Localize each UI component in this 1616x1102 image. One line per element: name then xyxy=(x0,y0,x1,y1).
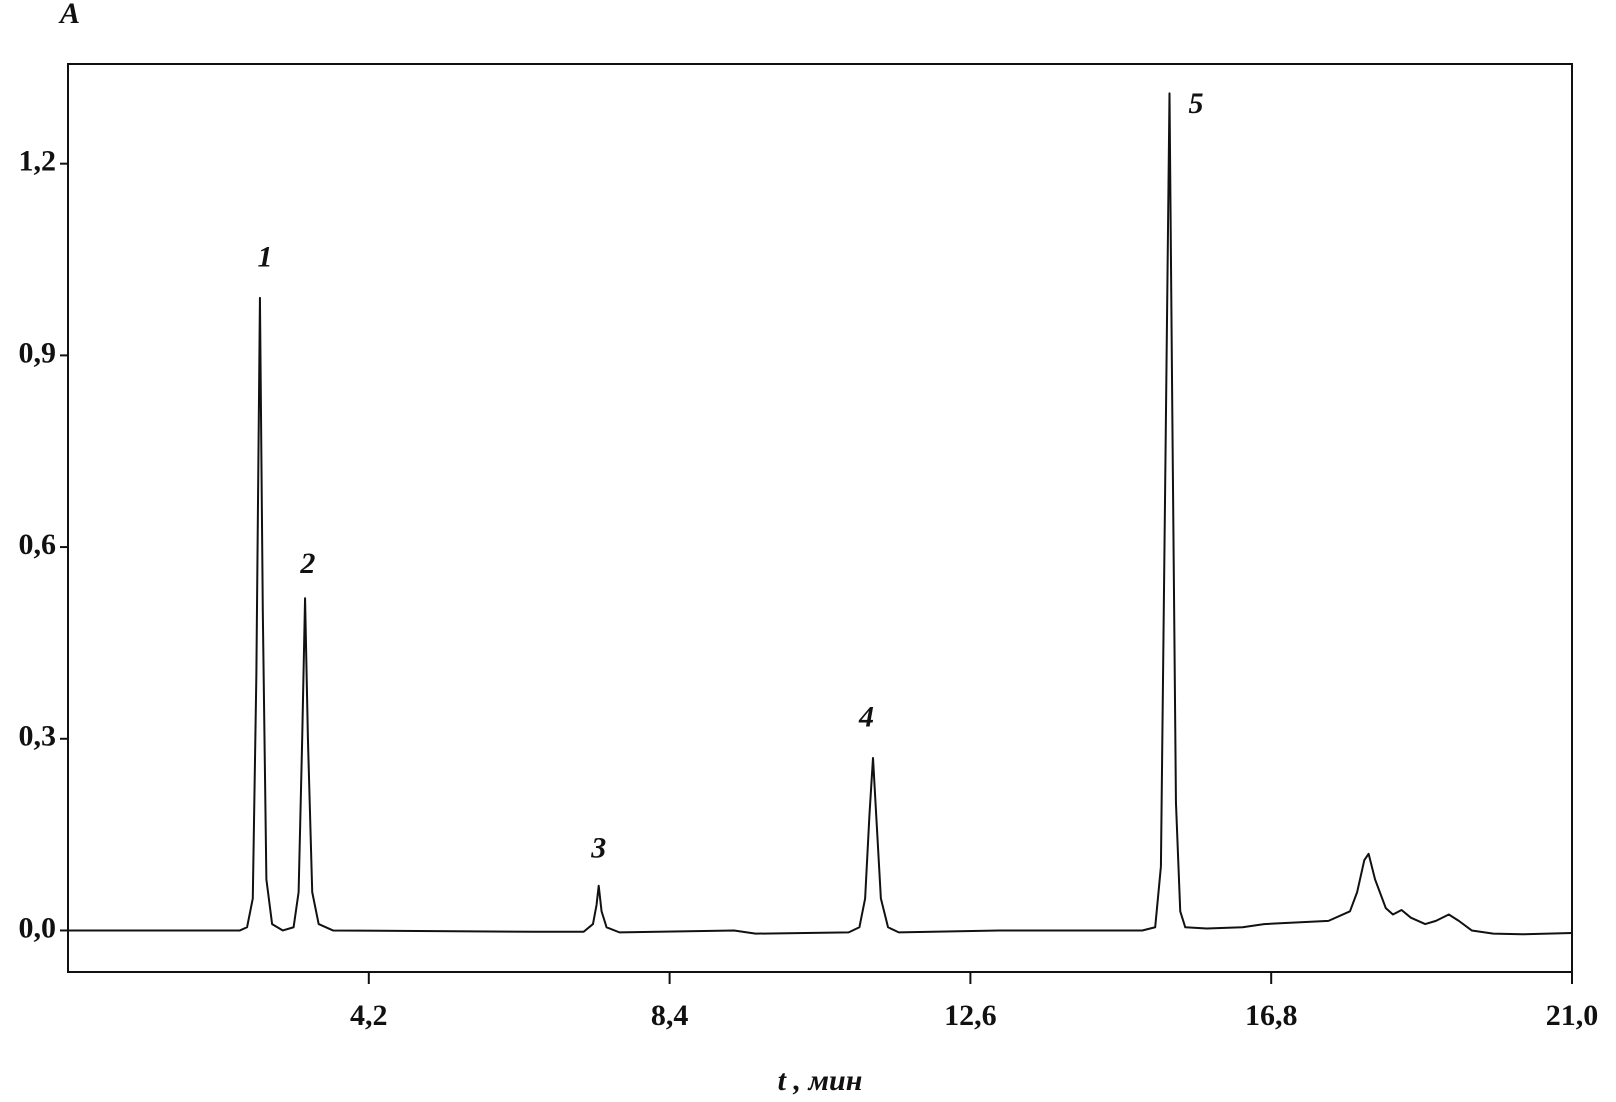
peak-label: 5 xyxy=(1189,87,1204,120)
signal-line xyxy=(68,92,1573,936)
peak-label: 3 xyxy=(590,831,606,864)
x-tick-label: 12,6 xyxy=(944,999,997,1032)
peak-label: 2 xyxy=(299,547,315,580)
y-tick-label: 0,9 xyxy=(19,336,57,369)
y-tick-label: 0,6 xyxy=(19,528,57,561)
plot-frame xyxy=(67,63,1573,973)
y-axis-label: A xyxy=(58,0,80,30)
x-tick-label: 8,4 xyxy=(651,999,689,1032)
y-tick-label: 1,2 xyxy=(19,145,57,178)
x-tick-label: 4,2 xyxy=(350,999,388,1032)
y-tick-label: 0,0 xyxy=(19,911,57,944)
peak-label: 4 xyxy=(858,700,874,733)
y-tick-label: 0,3 xyxy=(19,720,57,753)
x-tick-label: 21,0 xyxy=(1546,999,1599,1032)
x-axis-label: t , мин xyxy=(778,1064,863,1097)
peak-label: 1 xyxy=(257,240,272,273)
x-tick-label: 16,8 xyxy=(1245,999,1298,1032)
